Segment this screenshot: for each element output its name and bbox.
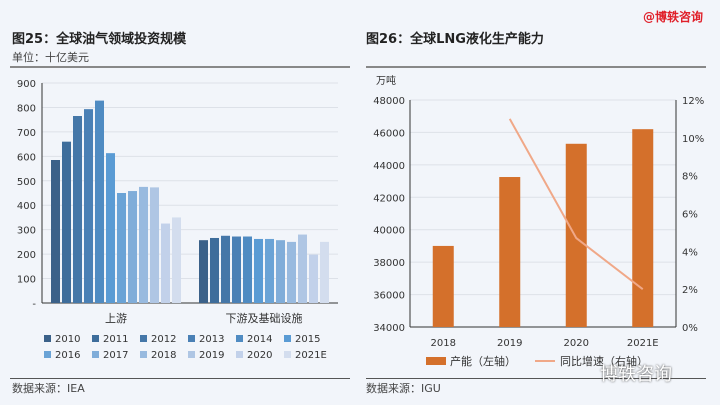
legend-swatch [140, 335, 147, 342]
legend-swatch [236, 335, 243, 342]
y2-tick-label: 0% [682, 323, 698, 334]
unit-label: 单位：十亿美元 [12, 51, 89, 64]
source-right: 数据来源：IGU [366, 382, 441, 395]
bar-2013-上游 [84, 109, 93, 304]
bar-2018-下游及基础设施 [287, 241, 296, 303]
y2-tick-label: 6% [682, 210, 698, 221]
legend-label: 产能（左轴） [450, 354, 516, 368]
bar-2016-下游及基础设施 [265, 238, 274, 303]
legend-swatch [92, 335, 99, 342]
y-tick-label: 500 [17, 177, 36, 188]
y-tick-label: 900 [17, 79, 36, 90]
legend-label: 2010 [55, 334, 80, 345]
legend-label: 2013 [199, 334, 224, 345]
divider [10, 378, 350, 379]
y-tick-label: 42000 [373, 193, 405, 204]
y-tick-label: 700 [17, 128, 36, 139]
x-category-label: 下游及基础设施 [226, 312, 303, 325]
legend-swatch [236, 351, 243, 358]
bar-2012-下游及基础设施 [221, 235, 230, 303]
bar-2014-下游及基础设施 [243, 236, 252, 303]
x-tick-label: 2021E [627, 338, 659, 349]
bar-2017-下游及基础设施 [276, 240, 285, 303]
bar-2010-下游及基础设施 [199, 240, 208, 303]
x-tick-label: 2018 [431, 338, 456, 349]
bar-2016-上游 [117, 193, 126, 303]
legend-label: 2011 [103, 334, 128, 345]
legend-label: 2018 [151, 350, 176, 361]
bar-2014-上游 [95, 100, 104, 303]
bar-2021E-下游及基础设施 [320, 241, 329, 303]
y-tick-label: 300 [17, 226, 36, 237]
y-tick-label: 400 [17, 201, 36, 212]
legend-swatch-bar [426, 357, 446, 365]
y-tick-label: 800 [17, 103, 36, 114]
legend-swatch [92, 351, 99, 358]
bar-2018-上游 [139, 186, 148, 303]
chart-title-right: 图26：全球LNG液化生产能力 [366, 32, 544, 47]
bar-2015-下游及基础设施 [254, 238, 263, 303]
legend-swatch [188, 335, 195, 342]
legend-swatch [44, 335, 51, 342]
legend-swatch [188, 351, 195, 358]
bar-2011-下游及基础设施 [210, 237, 219, 303]
y-tick-label: 44000 [373, 161, 405, 172]
bar-2012-上游 [73, 116, 82, 303]
legend-label: 2020 [247, 350, 272, 361]
y2-tick-label: 2% [682, 285, 698, 296]
bar-2019-下游及基础设施 [298, 234, 307, 303]
bar-capacity-2021E [632, 129, 654, 327]
y2-tick-label: 10% [682, 134, 704, 145]
bar-2011-上游 [62, 141, 71, 303]
x-tick-label: 2020 [564, 338, 589, 349]
y-tick-label: 34000 [373, 323, 405, 334]
bar-2020-下游及基础设施 [309, 254, 318, 303]
chart-title-left: 图25：全球油气领域投资规模 [12, 32, 187, 47]
legend-swatch [284, 351, 291, 358]
x-tick-label: 2019 [497, 338, 522, 349]
wechat-watermark: 博轶咨询 [600, 364, 672, 385]
legend-label: 2017 [103, 350, 128, 361]
y-tick-label: 600 [17, 152, 36, 163]
y-tick-label: 200 [17, 250, 36, 261]
bar-2020-上游 [161, 223, 170, 303]
y-tick-label: 100 [17, 275, 36, 286]
bar-2010-上游 [51, 160, 60, 303]
legend-swatch [44, 351, 51, 358]
y2-tick-label: 4% [682, 247, 698, 258]
legend-label: 2019 [199, 350, 224, 361]
legend-label: 2015 [295, 334, 320, 345]
legend-label: 2021E [295, 350, 327, 361]
legend-label: 2012 [151, 334, 176, 345]
divider [10, 66, 350, 68]
bar-2017-上游 [128, 191, 137, 303]
bar-capacity-2019 [499, 177, 521, 327]
legend-label: 同比增速（右轴） [560, 354, 648, 368]
source-left: 数据来源：IEA [12, 382, 85, 395]
divider [366, 378, 706, 379]
y-tick-label: 38000 [373, 258, 405, 269]
legend-swatch [140, 351, 147, 358]
y-tick-label: 46000 [373, 128, 405, 139]
y2-tick-label: 12% [682, 96, 704, 107]
bar-2015-上游 [106, 153, 115, 303]
bar-capacity-2020 [565, 143, 587, 327]
legend-swatch [284, 335, 291, 342]
bar-2019-上游 [150, 187, 159, 303]
x-category-label: 上游 [105, 312, 127, 325]
y-tick-label: 36000 [373, 291, 405, 302]
bar-capacity-2018 [432, 245, 454, 327]
brand-watermark: @博轶咨询 [643, 10, 704, 24]
y-tick-label: 40000 [373, 226, 405, 237]
bar-2013-下游及基础设施 [232, 236, 241, 303]
y-tick-label: - [32, 299, 36, 310]
y2-tick-label: 8% [682, 172, 698, 183]
bar-2021E-上游 [172, 217, 181, 303]
legend-label: 2016 [55, 350, 80, 361]
y-axis-unit: 万吨 [376, 74, 396, 87]
y-tick-label: 48000 [373, 96, 405, 107]
legend-label: 2014 [247, 334, 272, 345]
divider [366, 66, 706, 68]
